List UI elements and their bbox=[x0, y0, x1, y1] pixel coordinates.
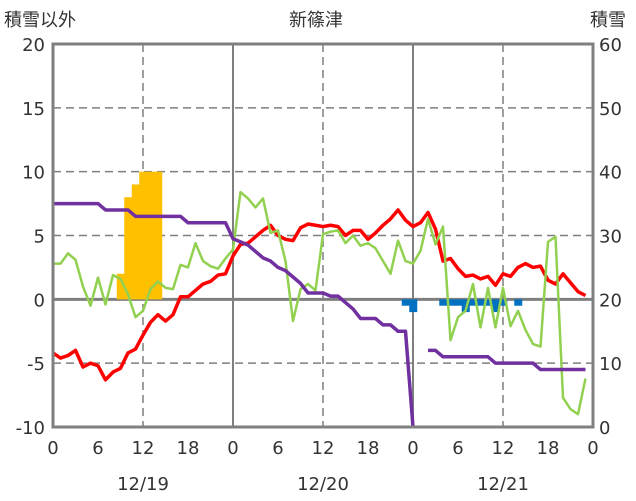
purple-series-line bbox=[53, 201, 586, 428]
x-tick-label: 6 bbox=[92, 438, 103, 459]
blue-bar bbox=[469, 299, 478, 306]
date-label: 12/19 bbox=[117, 474, 169, 495]
right-tick-label: 60 bbox=[599, 35, 622, 56]
date-label: 12/21 bbox=[477, 474, 529, 495]
right-tick-label: 30 bbox=[599, 227, 622, 248]
left-tick-label: 5 bbox=[34, 227, 45, 248]
x-tick-label: 12 bbox=[132, 438, 155, 459]
green-series-line bbox=[53, 190, 587, 416]
left-tick-label: -10 bbox=[16, 418, 45, 439]
right-tick-label: 50 bbox=[599, 99, 622, 120]
x-tick-label: 12 bbox=[312, 438, 335, 459]
blue-bar bbox=[401, 299, 410, 306]
x-tick-label: 18 bbox=[177, 438, 200, 459]
red-series-line bbox=[52, 208, 587, 382]
x-tick-label: 0 bbox=[587, 438, 598, 459]
left-tick-label: 20 bbox=[22, 35, 45, 56]
x-tick-label: 18 bbox=[357, 438, 380, 459]
left-tick-label: 10 bbox=[22, 163, 45, 184]
blue-bar bbox=[514, 299, 523, 306]
left-tick-label: 0 bbox=[34, 290, 45, 311]
orange-bar bbox=[146, 171, 155, 300]
x-tick-label: 0 bbox=[227, 438, 238, 459]
chart-title: 新篠津 bbox=[289, 10, 343, 31]
plot-frame bbox=[51, 42, 595, 429]
orange-bar bbox=[116, 273, 125, 300]
right-tick-label: 10 bbox=[599, 354, 622, 375]
x-tick-label: 0 bbox=[407, 438, 418, 459]
x-tick-label: 6 bbox=[452, 438, 463, 459]
date-label: 12/20 bbox=[297, 474, 349, 495]
x-tick-label: 18 bbox=[537, 438, 560, 459]
blue-bar bbox=[439, 299, 448, 306]
blue-bar bbox=[446, 299, 455, 306]
orange-bar bbox=[154, 171, 163, 300]
orange-bar bbox=[124, 197, 133, 300]
blue-bar bbox=[499, 299, 508, 306]
x-tick-label: 12 bbox=[492, 438, 515, 459]
blue-bar bbox=[454, 299, 463, 306]
blue-bar bbox=[491, 299, 500, 313]
left-tick-label: 15 bbox=[22, 99, 45, 120]
blue-bar bbox=[484, 299, 493, 306]
right-axis-label: 積雪 bbox=[590, 10, 626, 31]
left-axis-label: 積雪以外 bbox=[4, 10, 76, 31]
right-tick-label: 20 bbox=[599, 290, 622, 311]
orange-bar bbox=[131, 184, 140, 300]
x-tick-label: 6 bbox=[272, 438, 283, 459]
blue-bar bbox=[409, 299, 418, 313]
orange-bar bbox=[139, 171, 148, 300]
x-tick-label: 0 bbox=[47, 438, 58, 459]
left-tick-label: -5 bbox=[27, 354, 45, 375]
right-tick-label: 0 bbox=[599, 418, 610, 439]
right-tick-label: 40 bbox=[599, 163, 622, 184]
blue-bar bbox=[476, 299, 485, 306]
